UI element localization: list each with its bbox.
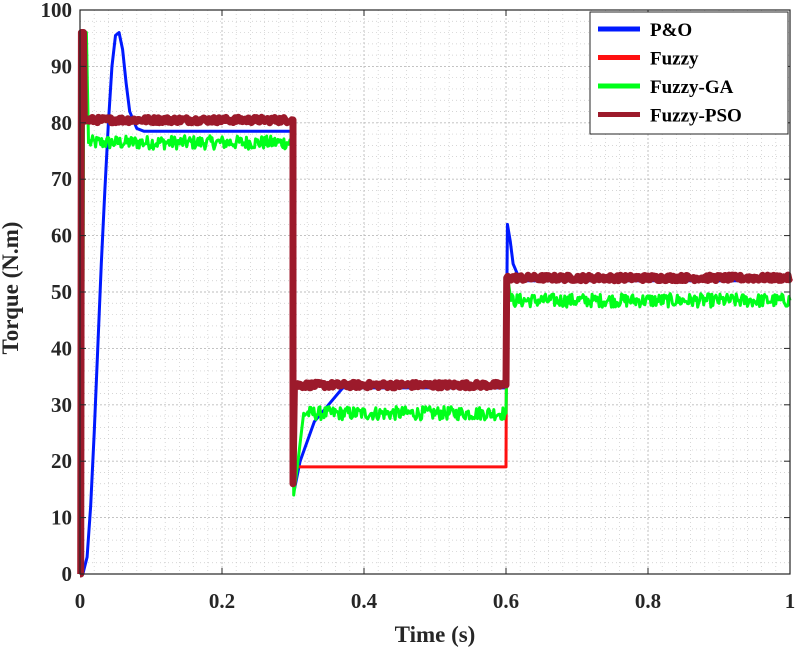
legend-entry-label: Fuzzy-PSO <box>650 106 742 127</box>
y-tick-label: 100 <box>41 0 73 22</box>
x-tick-label: 0.8 <box>635 589 661 613</box>
x-axis-label: Time (s) <box>395 622 476 647</box>
y-tick-label: 40 <box>51 336 72 360</box>
legend: P&O Fuzzy Fuzzy-GA Fuzzy-PSO <box>589 11 789 135</box>
y-tick-label: 0 <box>62 562 73 586</box>
y-tick-label: 70 <box>51 167 72 191</box>
legend-entry-label: Fuzzy <box>650 49 699 70</box>
x-tick-label: 0.2 <box>209 589 235 613</box>
series-line-fuzzy-pso <box>77 29 794 578</box>
y-tick-label: 10 <box>51 506 72 530</box>
y-tick-label: 60 <box>51 224 72 248</box>
x-tick-label: 0 <box>75 589 86 613</box>
x-tick-label: 0.4 <box>351 589 378 613</box>
series-line-fuzzy-ga <box>80 31 792 576</box>
y-tick-label: 20 <box>51 449 72 473</box>
x-tick-label: 0.6 <box>493 589 519 613</box>
y-tick-label: 90 <box>51 54 72 78</box>
y-tick-label: 30 <box>51 393 72 417</box>
legend-entry-label: Fuzzy-GA <box>650 77 734 98</box>
series-lines <box>77 29 794 578</box>
y-axis-label: Torque (N.m) <box>0 222 23 355</box>
x-tick-label: 1 <box>785 589 795 613</box>
legend-entry-label: P&O <box>650 20 692 41</box>
y-tick-label: 80 <box>51 111 72 135</box>
y-tick-label: 50 <box>51 280 72 304</box>
y-tick-labels: 0 10 20 30 40 50 60 70 80 90 100 <box>41 0 73 586</box>
axis-ticks <box>79 9 791 575</box>
x-tick-labels: 0 0.2 0.4 0.6 0.8 1 <box>75 589 795 613</box>
